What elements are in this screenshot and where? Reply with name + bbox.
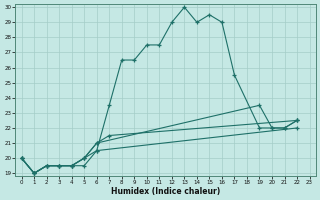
X-axis label: Humidex (Indice chaleur): Humidex (Indice chaleur) xyxy=(111,187,220,196)
